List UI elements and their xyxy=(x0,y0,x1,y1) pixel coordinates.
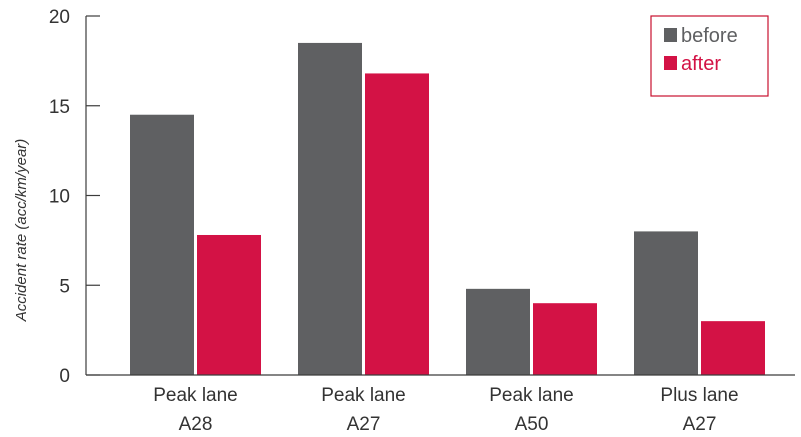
bar-before-2 xyxy=(298,42,362,376)
x-category-label: Plus lane xyxy=(660,385,738,406)
y-tick-label: 5 xyxy=(59,276,70,297)
bar-after-3 xyxy=(533,303,597,375)
x-category-label: A28 xyxy=(179,414,213,435)
x-category-label: Peak lane xyxy=(489,385,574,406)
y-tick-label: 10 xyxy=(49,187,70,208)
legend-swatch-after xyxy=(664,56,677,70)
y-tick-label: 20 xyxy=(49,7,70,28)
y-tick-label: 15 xyxy=(49,97,70,118)
bar-before-3 xyxy=(466,288,530,375)
legend: before after xyxy=(650,15,769,97)
legend-label-after: after xyxy=(681,53,721,75)
bar-before-1 xyxy=(130,114,194,375)
y-axis-title: Accident rate (acc/km/year) xyxy=(13,139,30,323)
x-labels: Peak lane A28 Peak lane A27 Peak lane A50 Plus… xyxy=(153,385,738,435)
legend-label-before: before xyxy=(681,25,738,47)
x-category-label: A50 xyxy=(515,414,549,435)
bar-after-2 xyxy=(365,73,429,375)
bar-after-1 xyxy=(197,234,261,375)
bar-before-4 xyxy=(634,231,698,375)
bar-after-4 xyxy=(701,321,765,375)
y-tick-label: 0 xyxy=(59,366,70,387)
x-category-label: Peak lane xyxy=(321,385,406,406)
bars xyxy=(130,42,765,376)
y-ticks: 0 5 10 15 20 xyxy=(49,7,100,387)
x-category-label: A27 xyxy=(347,414,381,435)
x-category-label: Peak lane xyxy=(153,385,238,406)
legend-swatch-before xyxy=(664,28,677,42)
x-category-label: A27 xyxy=(683,414,717,435)
